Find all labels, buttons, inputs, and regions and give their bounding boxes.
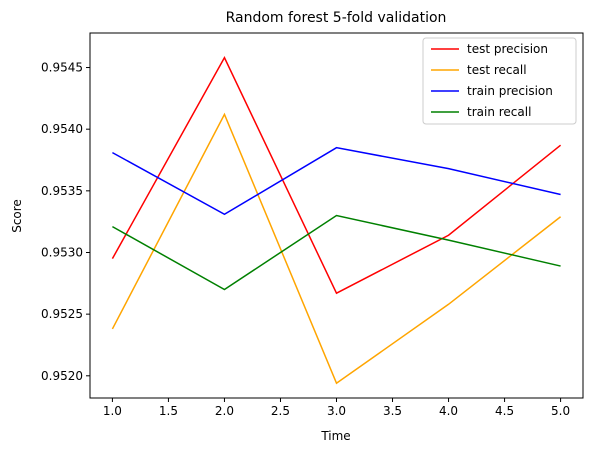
- y-tick-label: 0.9540: [41, 122, 83, 136]
- x-tick-label: 5.0: [551, 404, 570, 418]
- y-tick-label: 0.9520: [41, 369, 83, 383]
- y-tick-label: 0.9525: [41, 307, 83, 321]
- y-tick-label: 0.9535: [41, 184, 83, 198]
- x-axis: 1.0 1.5 2.0 2.5 3.0 3.5 4.0 4.5 5.0: [103, 398, 570, 418]
- y-axis-label: Score: [10, 199, 24, 233]
- legend-label: test precision: [467, 42, 548, 56]
- x-tick-label: 1.0: [103, 404, 122, 418]
- y-tick-label: 0.9530: [41, 245, 83, 259]
- x-tick-label: 1.5: [159, 404, 178, 418]
- legend: test precision test recall train precision…: [422, 37, 577, 125]
- legend-box: [422, 37, 577, 125]
- x-tick-label: 3.5: [383, 404, 402, 418]
- plot-frame: [89, 32, 584, 399]
- legend-label: test recall: [467, 63, 527, 77]
- series-line-train-precision: [112, 146, 561, 216]
- series-line-test-precision: [111, 56, 562, 295]
- x-tick-label: 4.5: [495, 404, 514, 418]
- x-axis-label: Time: [320, 429, 350, 443]
- y-tick-label: 0.9545: [41, 61, 83, 75]
- chart-title: Random forest 5-fold validation: [226, 10, 447, 26]
- x-tick-label: 2.0: [215, 404, 234, 418]
- legend-label: train precision: [467, 84, 553, 98]
- x-tick-label: 4.0: [439, 404, 458, 418]
- y-axis: 0.9520 0.9525 0.9530 0.9535 0.9540 0.9545: [41, 61, 90, 383]
- series-lines: [111, 56, 562, 385]
- x-tick-label: 2.5: [271, 404, 290, 418]
- legend-label: train recall: [467, 105, 531, 119]
- x-tick-label: 3.0: [327, 404, 346, 418]
- series-line-train-recall: [112, 214, 561, 291]
- series-line-test-recall: [111, 112, 562, 385]
